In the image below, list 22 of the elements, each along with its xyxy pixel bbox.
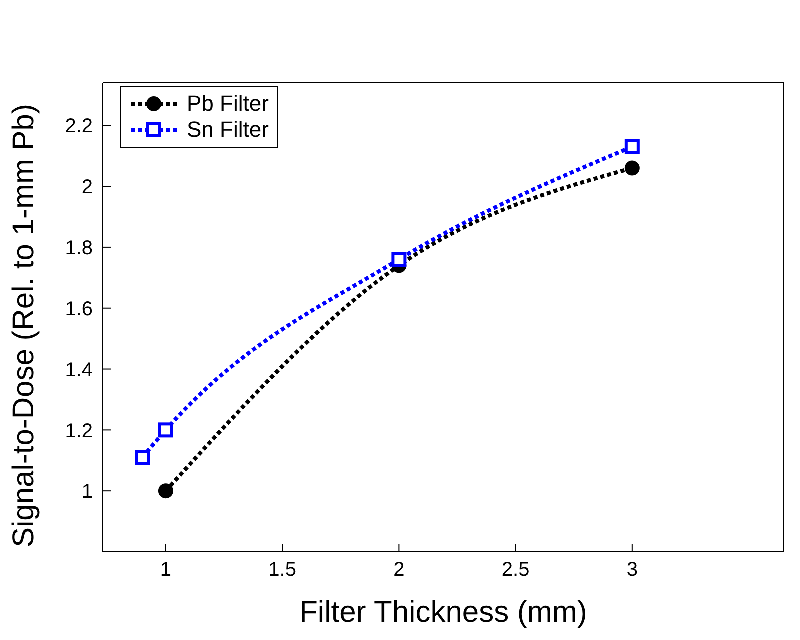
point — [624, 139, 640, 154]
y-tick-label: 1.4 — [65, 359, 93, 382]
point — [158, 484, 174, 499]
y-tick-label: 2 — [82, 176, 93, 199]
legend-label: Pb Filter — [187, 91, 269, 117]
point — [135, 450, 150, 466]
y-tick-label: 1.6 — [65, 298, 93, 320]
point — [392, 252, 407, 268]
x-tick-label: 3 — [626, 559, 638, 582]
x-tick-label: 2 — [394, 559, 405, 582]
point — [624, 160, 640, 176]
y-tick-label: 1.8 — [65, 238, 93, 260]
y-axis-title: Signal-to-Dose (Rel. to 1-mm Pb) — [8, 104, 41, 548]
y-tick-label: 1.2 — [65, 420, 93, 442]
x-tick-label: 2.5 — [502, 559, 530, 582]
y-tick-label: 1 — [82, 481, 93, 504]
legend-label: Sn Filter — [187, 117, 269, 143]
x-tick-label: 1 — [160, 559, 172, 582]
point — [158, 422, 174, 438]
x-tick-label: 1.5 — [268, 559, 296, 582]
x-axis-title: Filter Thickness (mm) — [300, 596, 588, 629]
y-tick-label: 2.2 — [65, 116, 93, 138]
